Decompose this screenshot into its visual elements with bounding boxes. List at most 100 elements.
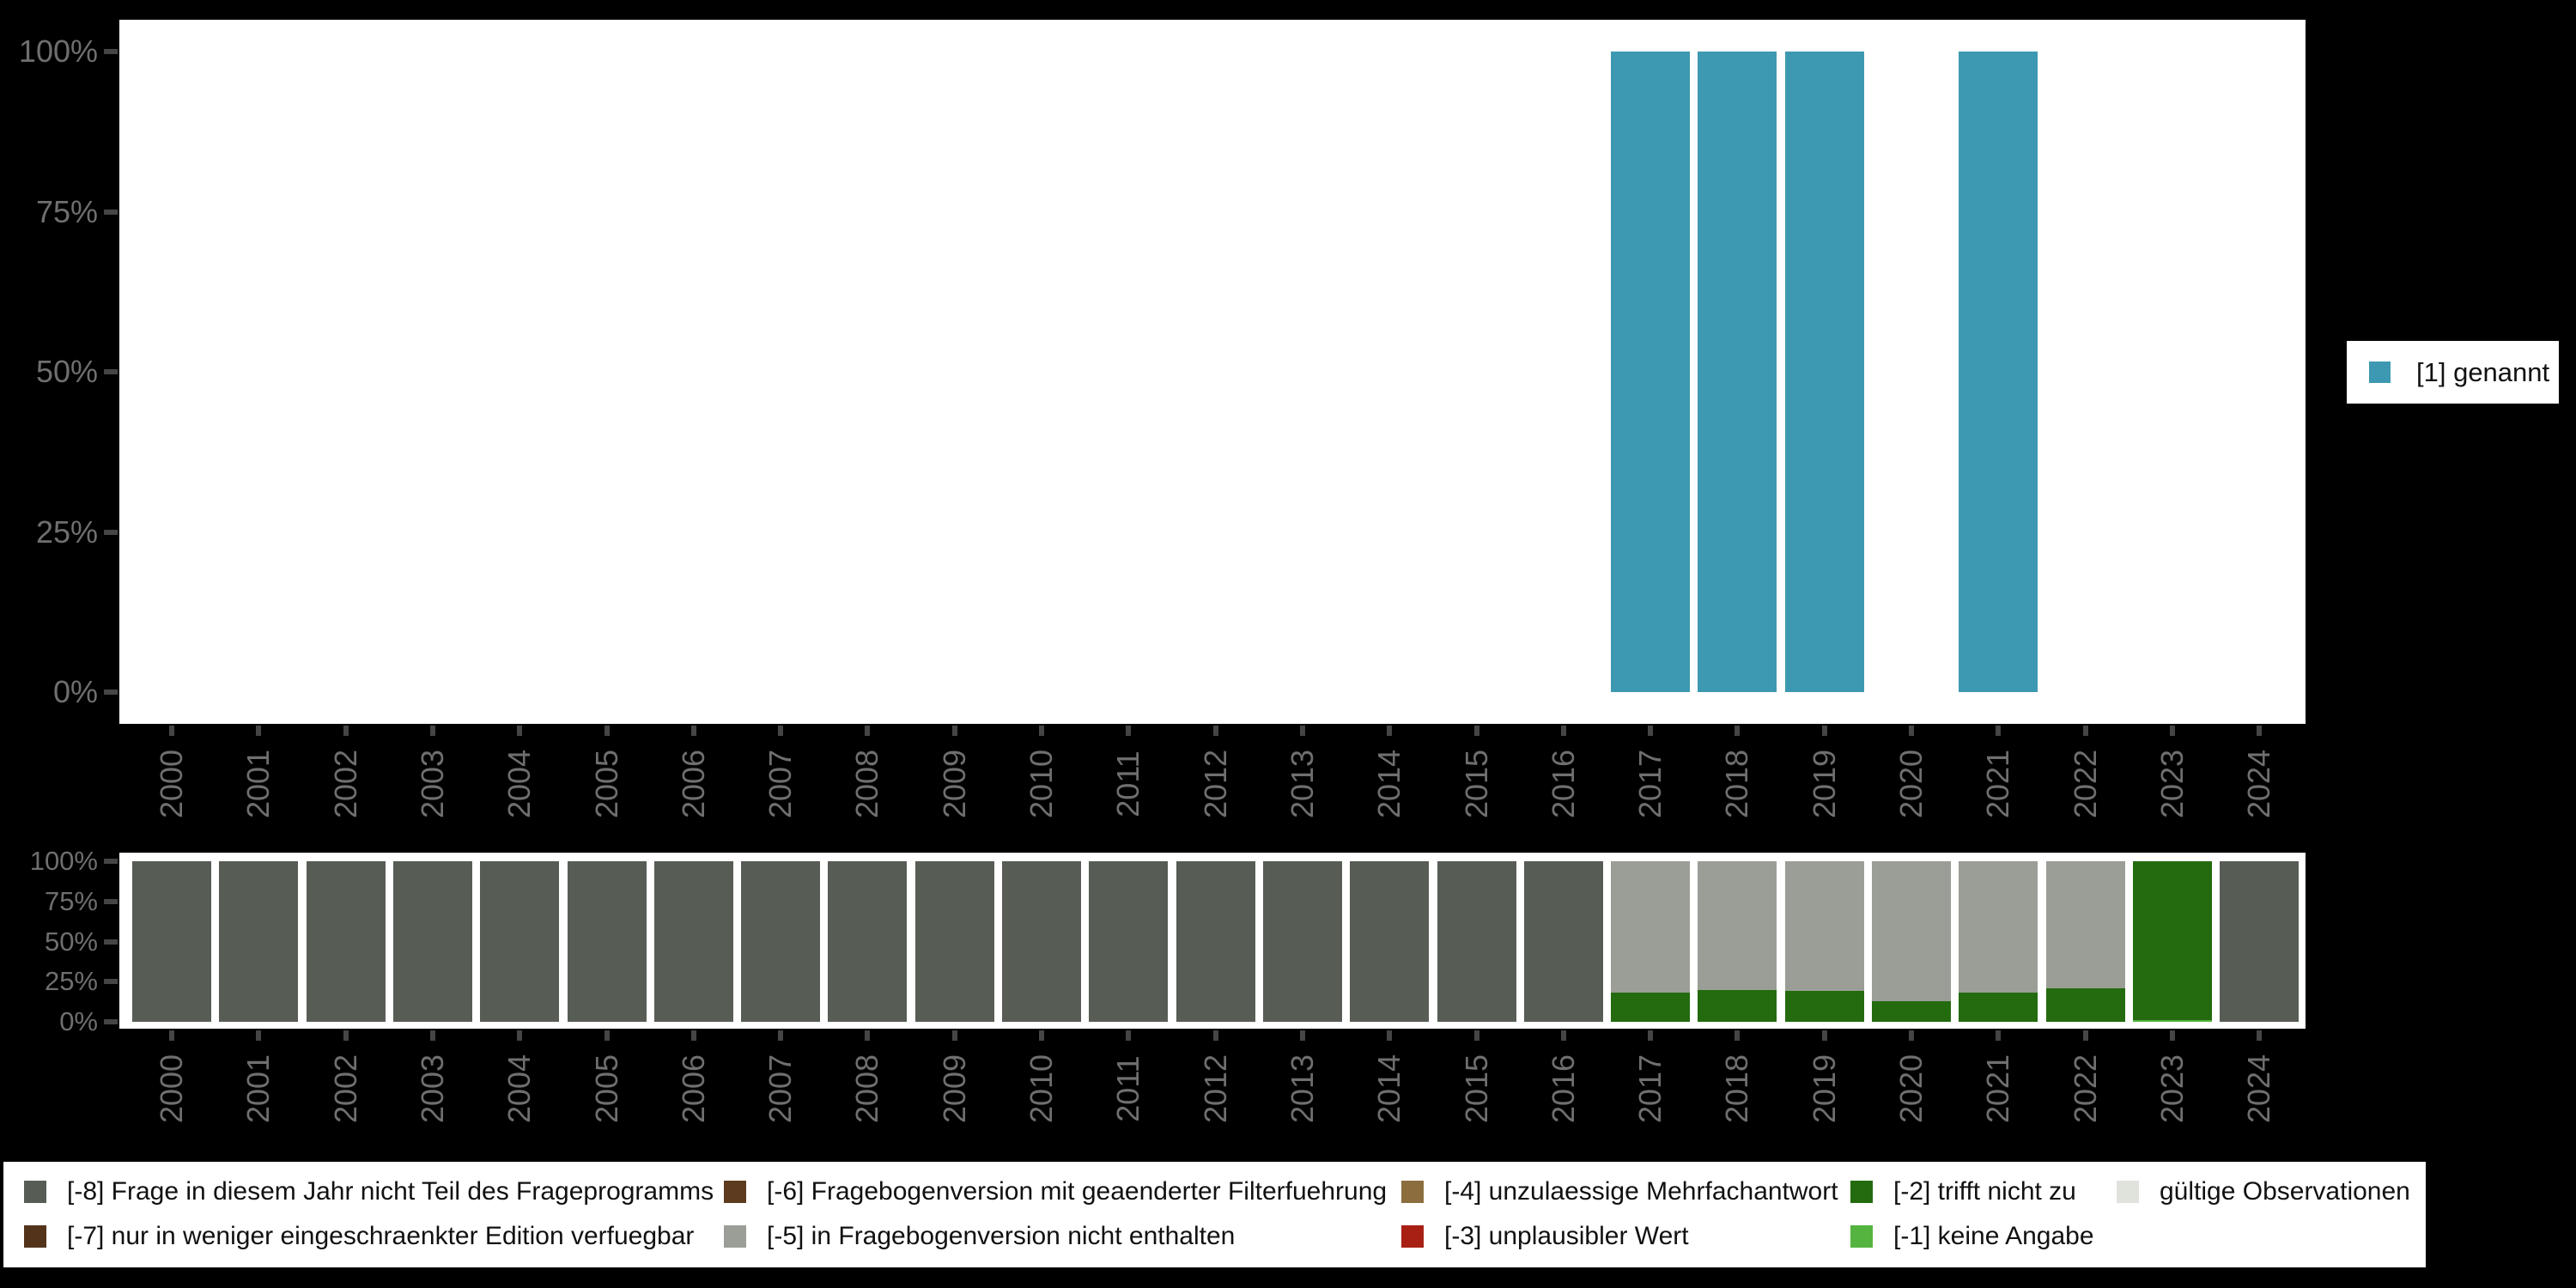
legend-swatch-m5 — [724, 1225, 746, 1248]
x-axis-tick — [517, 726, 523, 736]
legend-swatch-m2 — [1850, 1181, 1873, 1203]
x-axis-label: 2016 — [1545, 749, 1581, 819]
legend-item: gültige Observationen — [2117, 1177, 2410, 1206]
y-axis-tick — [104, 979, 118, 985]
x-axis-label: 2013 — [1284, 749, 1320, 819]
bar-segment — [2045, 861, 2125, 988]
x-axis-label: 2022 — [2067, 1054, 2103, 1124]
x-axis-tick — [951, 726, 957, 736]
bar-segment — [1262, 861, 1342, 1022]
x-axis-label: 2013 — [1284, 1054, 1320, 1124]
y-axis-label: 50% — [35, 354, 98, 389]
y-axis-tick — [104, 49, 118, 54]
bar-segment — [2132, 1020, 2212, 1022]
x-axis-label: 2009 — [936, 749, 972, 819]
y-axis-tick — [104, 1019, 118, 1024]
x-axis-tick — [1299, 726, 1305, 736]
bar-segment — [1523, 861, 1603, 1022]
bar-segment — [1959, 861, 2038, 993]
legend-swatch-m8 — [24, 1181, 46, 1203]
x-axis-tick — [1821, 1030, 1827, 1041]
bar-segment — [1784, 861, 1864, 992]
y-axis-label: 25% — [35, 513, 98, 550]
x-axis-tick — [429, 726, 435, 736]
x-axis-label: 2015 — [1458, 1054, 1494, 1124]
bar-segment — [1784, 991, 1864, 1022]
bar-segment — [1698, 861, 1777, 990]
bar-segment — [2220, 861, 2300, 1022]
x-axis-label: 2017 — [1632, 749, 1668, 819]
bar-segment — [1089, 861, 1169, 1022]
x-axis-tick — [517, 1030, 523, 1041]
legend-label: [-7] nur in weniger eingeschraenkter Edi… — [67, 1222, 695, 1250]
x-axis-tick — [2257, 1030, 2263, 1041]
legend-label: [-5] in Fragebogenversion nicht enthalte… — [767, 1222, 1236, 1250]
bar-segment — [1698, 52, 1777, 692]
x-axis-tick — [1648, 1030, 1654, 1041]
x-axis-label: 2014 — [1371, 749, 1407, 819]
bottom-legend: [-8] Frage in diesem Jahr nicht Teil des… — [3, 1162, 2426, 1267]
top-plot-area — [119, 20, 2306, 724]
x-axis-tick — [1996, 1030, 2002, 1041]
x-axis-label: 2005 — [588, 749, 624, 819]
x-axis-label: 2018 — [1719, 1054, 1755, 1124]
x-axis-tick — [1560, 1030, 1566, 1041]
y-axis-tick — [104, 209, 118, 215]
x-axis-label: 2023 — [2154, 749, 2190, 819]
x-axis-label: 2007 — [762, 749, 799, 819]
legend-swatch-genannt — [2369, 361, 2391, 383]
x-axis-label: 2000 — [154, 1054, 189, 1124]
y-axis-label: 50% — [44, 926, 98, 957]
bar-segment — [132, 861, 211, 1022]
legend-label: [-2] trifft nicht zu — [1893, 1177, 2076, 1206]
x-axis-label: 2021 — [1980, 749, 2016, 819]
x-axis-label: 2001 — [240, 749, 276, 819]
x-axis-label: 2000 — [154, 749, 189, 819]
x-axis-label: 2003 — [414, 1054, 450, 1124]
x-axis-label: 2019 — [1806, 1054, 1842, 1124]
x-axis-tick — [2257, 726, 2263, 736]
x-axis-tick — [1039, 1030, 1044, 1041]
x-axis-tick — [1648, 726, 1654, 736]
bar-segment — [567, 861, 647, 1022]
top-legend-label: [1] genannt — [2416, 356, 2550, 387]
x-axis-label: 2020 — [1893, 749, 1929, 819]
x-axis-tick — [1909, 726, 1914, 736]
legend-label: [-6] Fragebogenversion mit geaenderter F… — [767, 1177, 1388, 1206]
x-axis-label: 2011 — [1110, 1055, 1146, 1122]
x-axis-label: 2002 — [327, 749, 363, 819]
x-axis-tick — [1473, 1030, 1479, 1041]
bar-segment — [1959, 993, 2038, 1022]
legend-item: [-6] Fragebogenversion mit geaenderter F… — [724, 1177, 1387, 1206]
x-axis-tick — [1821, 726, 1827, 736]
x-axis-tick — [690, 1030, 696, 1041]
x-axis-tick — [1126, 1030, 1132, 1041]
bar-segment — [392, 861, 472, 1022]
y-axis-tick — [104, 859, 118, 864]
x-axis-tick — [865, 1030, 871, 1041]
x-axis-tick — [778, 726, 784, 736]
x-axis-label: 2006 — [675, 749, 711, 819]
x-axis-label: 2019 — [1806, 749, 1842, 819]
x-axis-tick — [343, 726, 349, 736]
y-axis-tick — [104, 690, 118, 695]
x-axis-label: 2014 — [1371, 1054, 1407, 1124]
x-axis-tick — [865, 726, 871, 736]
y-axis-tick — [104, 369, 118, 374]
x-axis-tick — [2082, 726, 2088, 736]
top-legend: [1] genannt — [2347, 341, 2559, 404]
bar-segment — [914, 861, 994, 1022]
bar-segment — [480, 861, 560, 1022]
x-axis-tick — [1212, 726, 1218, 736]
x-axis-tick — [1299, 1030, 1305, 1041]
bar-segment — [306, 861, 386, 1022]
x-axis-label: 2008 — [849, 749, 885, 819]
legend-swatch-m1 — [1850, 1225, 1873, 1248]
x-axis-label: 2015 — [1458, 749, 1494, 819]
x-axis-tick — [778, 1030, 784, 1041]
x-axis-tick — [1735, 1030, 1741, 1041]
y-axis-tick — [104, 898, 118, 904]
bar-segment — [653, 861, 733, 1022]
y-axis-label: 75% — [44, 885, 98, 916]
bar-segment — [219, 861, 299, 1022]
